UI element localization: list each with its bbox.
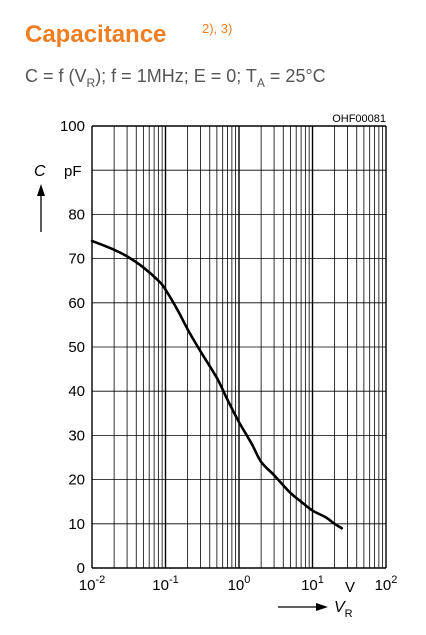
subtitle-sub-r: R bbox=[87, 76, 96, 90]
x-tick-label: 102 bbox=[375, 574, 398, 594]
subtitle-mid: ); f = 1MHz; E = 0; T bbox=[95, 66, 257, 86]
y-tick-label: 0 bbox=[77, 560, 85, 577]
x-axis-label: VR bbox=[334, 599, 353, 620]
y-tick-label: 40 bbox=[68, 383, 85, 400]
y-tick-label: 10 bbox=[68, 516, 85, 533]
capacitance-curve bbox=[90, 239, 344, 530]
subtitle-sub-a: A bbox=[257, 76, 265, 90]
y-tick-label: 100 bbox=[60, 118, 85, 135]
y-tick-label: 30 bbox=[68, 427, 85, 444]
subtitle-suffix: = 25°C bbox=[265, 66, 326, 86]
figure-id: OHF00081 bbox=[332, 113, 386, 125]
y-tick-label: 60 bbox=[68, 295, 85, 312]
x-axis-arrow bbox=[278, 603, 328, 611]
x-tick-label: 101 bbox=[301, 574, 324, 594]
y-tick-labels: 0 10 20 30 40 50 60 70 80 100 bbox=[60, 118, 85, 577]
subtitle-prefix: C = f (V bbox=[25, 66, 87, 86]
y-tick-label: 70 bbox=[68, 251, 85, 268]
y-axis-arrow bbox=[37, 184, 45, 232]
x-axis-unit: V bbox=[345, 579, 355, 596]
title-footnote-refs: 2), 3) bbox=[202, 21, 232, 36]
chart-title: Capacitance bbox=[25, 21, 166, 48]
x-tick-label: 100 bbox=[228, 574, 251, 594]
x-axis-symbol-sub: R bbox=[345, 608, 353, 620]
x-axis-symbol: V bbox=[334, 599, 346, 616]
y-axis-unit: pF bbox=[64, 163, 82, 180]
y-axis-symbol: C bbox=[34, 163, 46, 180]
y-tick-label: 50 bbox=[68, 339, 85, 356]
x-tick-labels: 10-2 10-1 100 101 102 bbox=[79, 574, 398, 594]
y-tick-label: 80 bbox=[68, 206, 85, 223]
y-tick-label: 20 bbox=[68, 472, 85, 489]
grid bbox=[91, 125, 387, 569]
x-tick-label: 10-1 bbox=[152, 574, 178, 594]
x-tick-label: 10-2 bbox=[79, 574, 105, 594]
chart-subtitle: C = f (VR); f = 1MHz; E = 0; TA = 25°C bbox=[25, 66, 326, 90]
